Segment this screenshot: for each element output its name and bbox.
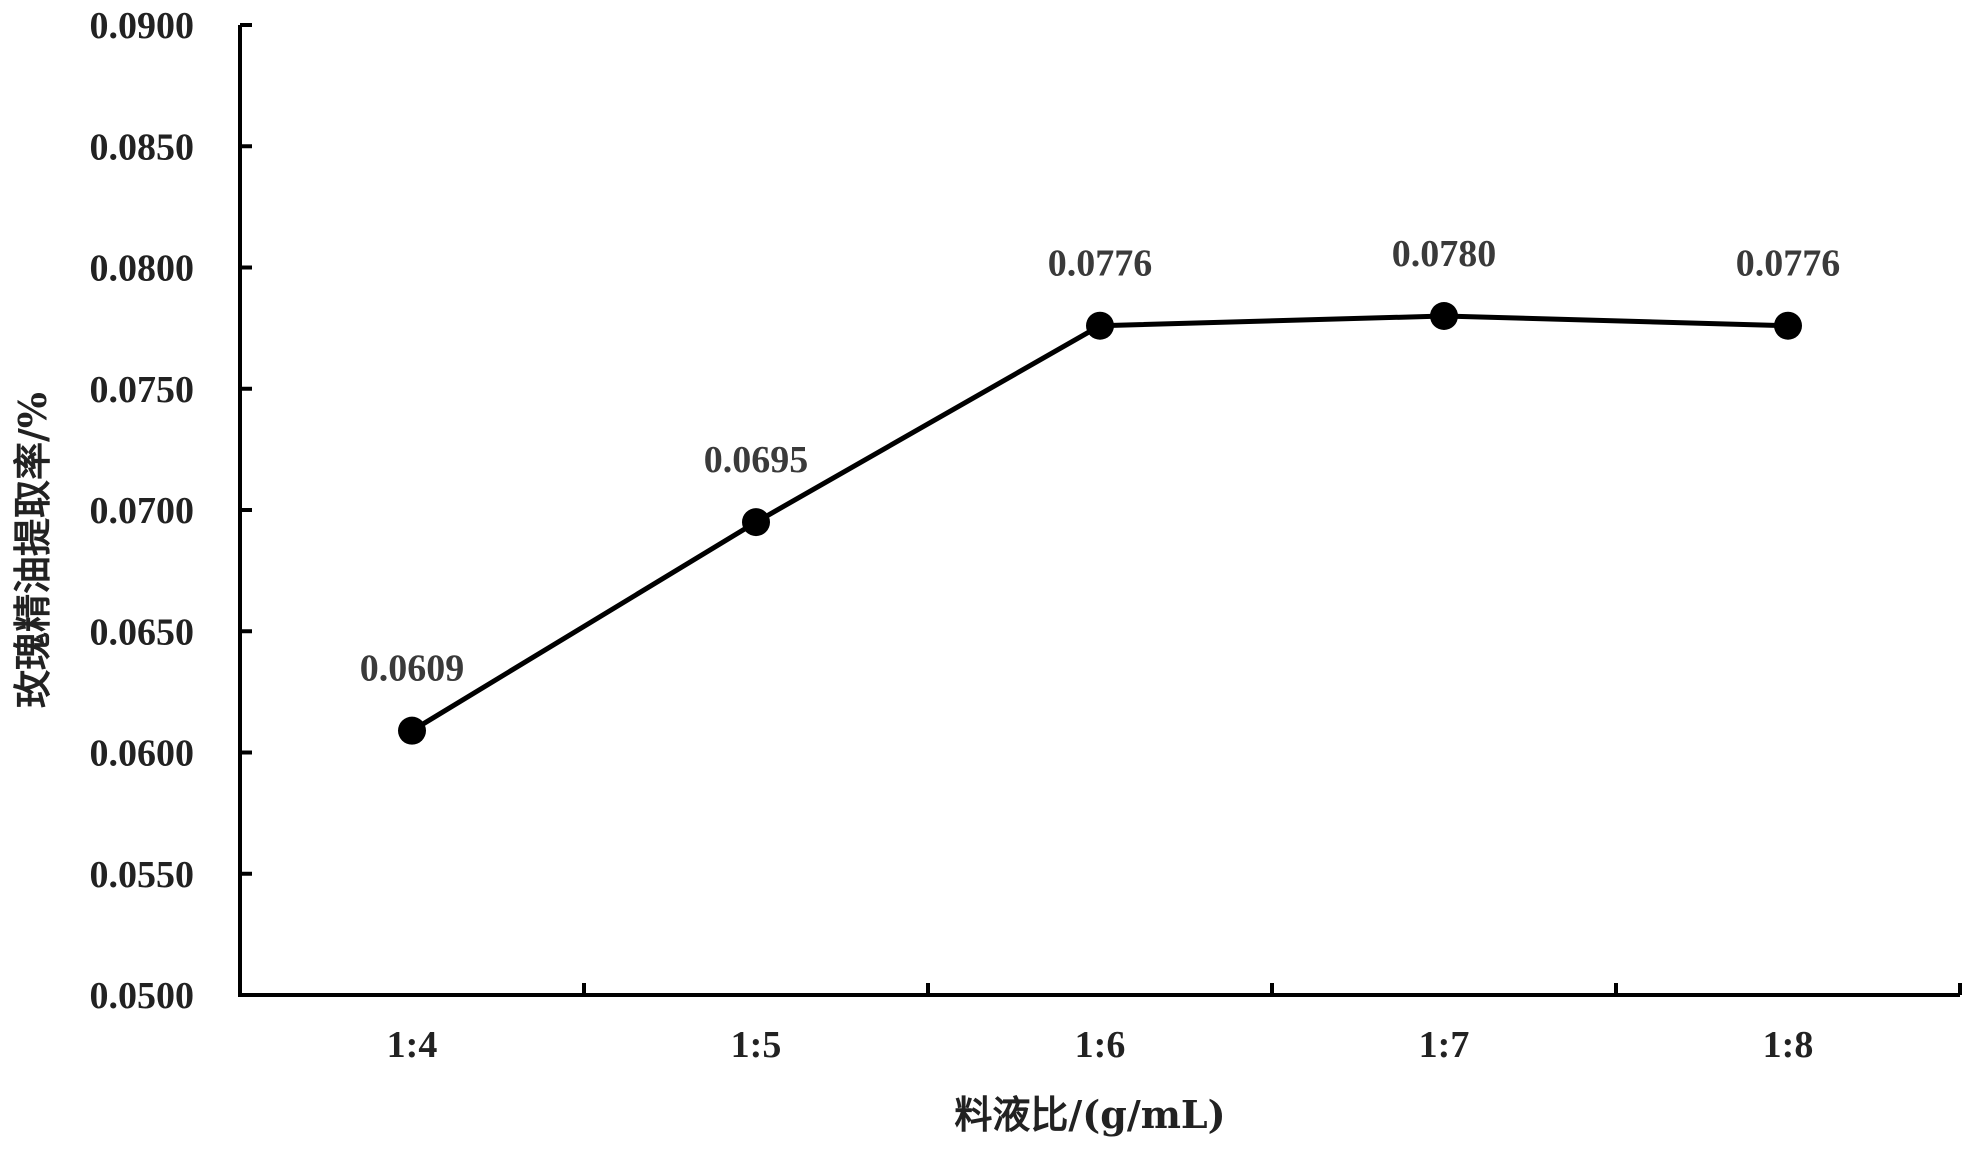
data-labels: 0.0609 0.0695 0.0776 0.0780 0.0776 <box>360 233 1841 690</box>
y-axis-tick-labels: 0.0500 0.0550 0.0600 0.0650 0.0700 0.0750 0.08… <box>90 5 195 1017</box>
x-axis-title: 料液比/(g/mL) <box>954 1092 1225 1137</box>
x-tick-label: 1:4 <box>387 1024 438 1066</box>
data-point <box>1430 302 1458 330</box>
y-tick-label: 0.0550 <box>90 854 195 896</box>
y-tick-label: 0.0800 <box>90 248 195 290</box>
y-tick-label: 0.0500 <box>90 975 195 1017</box>
y-tick-label: 0.0850 <box>90 126 195 168</box>
x-tick-label: 1:5 <box>731 1024 782 1066</box>
series-line <box>410 313 1789 733</box>
y-tick-label: 0.0700 <box>90 490 195 532</box>
y-tick-label: 0.0600 <box>90 733 195 775</box>
x-tick-label: 1:7 <box>1419 1024 1470 1066</box>
data-point <box>742 508 770 537</box>
data-points <box>398 302 1802 745</box>
x-tick-label: 1:6 <box>1075 1024 1126 1066</box>
data-point <box>398 716 426 745</box>
data-point <box>1774 311 1802 340</box>
data-label: 0.0780 <box>1392 233 1497 275</box>
y-axis-title: 玫瑰精油提取率/% <box>10 392 55 708</box>
x-axis-tick-labels: 1:4 1:5 1:6 1:7 1:8 <box>387 1024 1814 1066</box>
y-tick-label: 0.0750 <box>90 369 195 411</box>
data-label: 0.0609 <box>360 648 465 690</box>
y-tick-label: 0.0900 <box>90 5 195 47</box>
y-tick-label: 0.0650 <box>90 611 195 653</box>
x-tick-label: 1:8 <box>1763 1024 1814 1066</box>
data-point <box>1086 311 1114 340</box>
data-label: 0.0695 <box>704 439 809 481</box>
data-label: 0.0776 <box>1048 243 1153 285</box>
data-label: 0.0776 <box>1736 243 1841 285</box>
